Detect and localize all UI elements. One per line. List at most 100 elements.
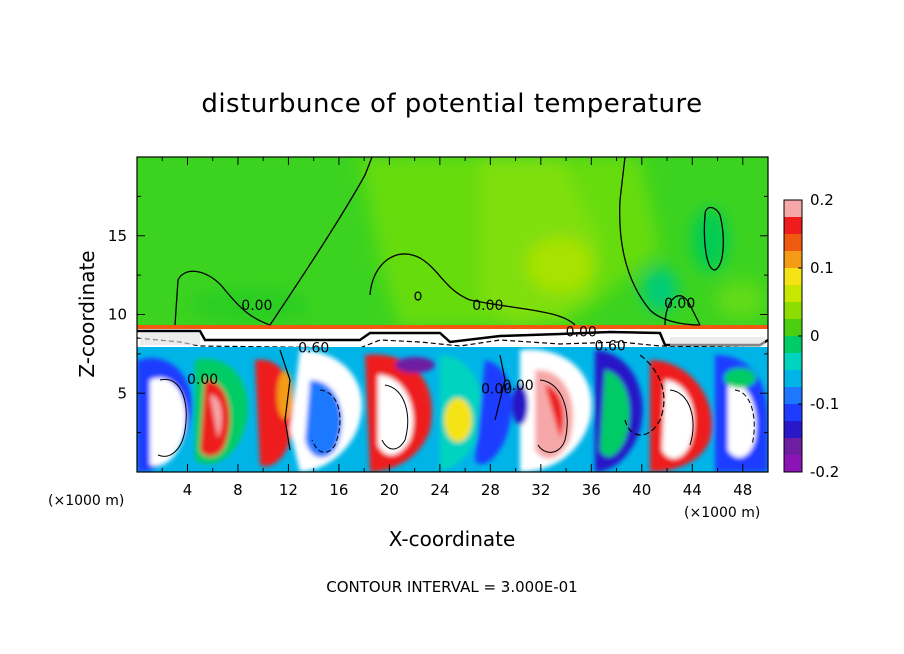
lower-contour [624, 354, 665, 436]
band-contours [137, 329, 769, 347]
x-tick-label: 28 [481, 481, 500, 499]
contour-label: 0.00 [187, 372, 218, 388]
x-axis-title: X-coordinate [389, 527, 516, 551]
x-tick-label: 20 [380, 481, 399, 499]
colorbar-ticks: 0.2 0.1 0 -0.1 -0.2 [798, 191, 839, 481]
colorbar-swatch [784, 285, 802, 303]
lower-contour [669, 389, 694, 446]
lower-contour [311, 389, 341, 453]
contour-interval-note: CONTOUR INTERVAL = 3.000E-01 [326, 578, 577, 596]
lower-swirl [512, 385, 528, 425]
x-tick-label: 44 [683, 481, 702, 499]
plot-area: 0.00 0.00 0.000.000.60 0.600.000.000.00 481… [108, 156, 769, 499]
colorbar-tick-label: 0.1 [810, 259, 834, 277]
colorbar-swatch [784, 217, 802, 235]
y-axis-title: Z-coordinate [75, 250, 99, 377]
lower-swirl [475, 360, 513, 465]
y-tick-label: 5 [117, 384, 127, 402]
lower-swirl [277, 371, 293, 419]
contour-label: 0.00 [503, 378, 534, 394]
colorbar-swatch [784, 370, 802, 388]
x-tick-label: 24 [430, 481, 449, 499]
colorbar-swatch [784, 387, 802, 405]
upper-contours [174, 157, 724, 326]
lower-swirl [600, 370, 630, 457]
x-tick-label: 36 [582, 481, 601, 499]
y-tick-label: 10 [108, 306, 127, 324]
colorbar-swatch [784, 302, 802, 320]
upper-patch [642, 268, 678, 312]
colorbar-swatch [784, 404, 802, 422]
band-fill-left [140, 333, 200, 345]
upper-field [137, 157, 768, 327]
contour-label: 0.00 [472, 298, 503, 314]
lower-contour [157, 378, 187, 457]
colorbar-swatch [784, 319, 802, 337]
x-unit-left: (×1000 m) [48, 493, 124, 509]
contour-labels: 0.00 0.00 0.000.000.60 0.600.000.000.00 [187, 296, 695, 397]
x-tick-label: 40 [632, 481, 651, 499]
x-unit-right: (×1000 m) [684, 505, 760, 521]
zero-contour [703, 206, 724, 271]
lower-swirl [545, 385, 564, 438]
contour-label: 0.60 [298, 340, 329, 356]
colorbar-swatch [784, 336, 802, 354]
colorbar-swatch [784, 455, 802, 473]
contour-label: 0.00 [664, 296, 695, 312]
band-contours [136, 337, 769, 349]
colorbar-swatch [784, 438, 802, 456]
colorbar-tick-label: 0 [810, 327, 820, 345]
lower-swirl [444, 398, 472, 442]
y-tick-label: 15 [108, 227, 127, 245]
zero-contour [619, 157, 701, 326]
colorbar-swatch [784, 421, 802, 439]
upper-patch [716, 280, 764, 320]
band-fill-right [670, 337, 765, 346]
x-tick-label: 48 [733, 481, 752, 499]
colorbar-swatch [784, 251, 802, 269]
lower-swirl [378, 375, 414, 456]
y-ticks: 5 10 15 [108, 195, 768, 434]
contour-label: 0.00 [241, 298, 272, 314]
lower-contour [734, 389, 755, 446]
colorbar-swatch [784, 234, 802, 252]
colorbar-swatch [784, 268, 802, 286]
x-tick-label: 4 [183, 481, 193, 499]
colorbar-tick-label: 0.2 [810, 191, 834, 209]
colorbar-swatch [784, 353, 802, 371]
x-tick-label: 12 [279, 481, 298, 499]
colorbar-swatch [784, 200, 802, 218]
lower-swirl [150, 378, 186, 466]
colorbar-tick-label: -0.2 [810, 463, 839, 481]
upper-patch [190, 287, 310, 323]
band-top-strip [137, 325, 768, 329]
colorbar-swatches [784, 200, 802, 473]
lower-contour [381, 384, 409, 450]
lower-field [137, 347, 768, 472]
zero-contour [269, 157, 373, 326]
lower-swirl [305, 380, 342, 458]
x-ticks: 4 8 12 16 20 24 28 32 36 40 44 48 [161, 157, 752, 499]
colorbar: 0.2 0.1 0 -0.1 -0.2 [783, 191, 839, 481]
chart-title: disturbunce of potential temperature [201, 89, 702, 119]
lower-swirl [724, 368, 756, 388]
lower-contour [537, 379, 568, 453]
zero-contour [369, 253, 576, 326]
upper-patch [526, 237, 594, 293]
lower-contour [279, 349, 291, 451]
contour-label: 0.00 [566, 325, 597, 341]
lower-swirl [395, 357, 435, 373]
lower-contour [494, 354, 506, 421]
zero-contour [414, 291, 422, 301]
x-tick-label: 8 [233, 481, 243, 499]
lower-swirl [210, 395, 222, 438]
lower-swirl [728, 380, 757, 458]
zero-contour [174, 270, 271, 326]
zero-contour [664, 295, 701, 326]
contour-label: 0.00 [481, 381, 512, 397]
x-tick-label: 16 [329, 481, 348, 499]
upper-patch [692, 208, 728, 272]
contour-label: 0.60 [595, 339, 626, 355]
x-tick-label: 32 [531, 481, 550, 499]
